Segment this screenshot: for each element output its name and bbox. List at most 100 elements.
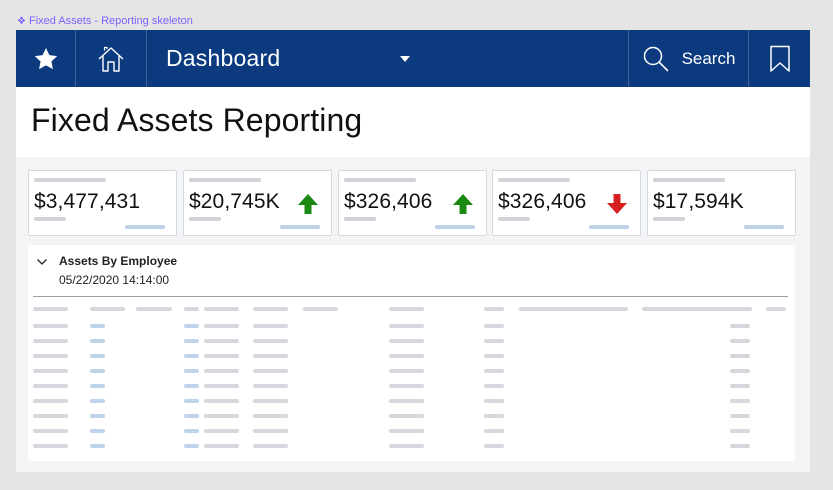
skeleton-line [484,414,504,418]
skeleton-line [484,429,504,433]
skeleton-line [90,354,105,358]
skeleton-line [484,444,504,448]
skeleton-line [253,429,288,433]
skeleton-line [730,399,750,403]
frame-label-text: Fixed Assets - Reporting skeleton [28,15,193,27]
skeleton-line [90,369,105,373]
caret-down-icon [400,56,410,62]
skeleton-line [253,369,288,373]
skeleton-line [498,217,530,221]
skeleton-line [303,307,338,311]
skeleton-line [519,307,628,311]
skeleton-line [389,444,424,448]
favorite-button[interactable] [16,30,75,87]
skeleton-line [90,429,105,433]
skeleton-line [184,354,199,358]
skeleton-line [33,384,68,388]
skeleton-line [90,444,105,448]
skeleton-line [253,384,288,388]
skeleton-line [90,307,125,311]
search-icon [643,46,668,71]
skeleton-line [189,178,261,182]
skeleton-line [253,414,288,418]
skeleton-line [90,339,105,343]
kpi-card[interactable]: $326,406 [492,170,641,236]
kpi-card[interactable]: $3,477,431 [28,170,177,236]
skeleton-line [204,354,239,358]
skeleton-line [33,429,68,433]
skeleton-line [33,307,68,311]
kpi-card[interactable]: $20,745K [183,170,332,236]
skeleton-line [484,324,504,328]
skeleton-line [730,429,750,433]
skeleton-line [498,178,570,182]
skeleton-line [184,307,199,311]
skeleton-line [653,217,685,221]
skeleton-line [204,324,239,328]
skeleton-line [730,384,750,388]
skeleton-line [33,369,68,373]
skeleton-line [90,414,105,418]
skeleton-line [435,225,475,229]
skeleton-line [204,384,239,388]
kpi-value: $326,406 [498,190,587,213]
dashboard-selector[interactable]: Dashboard [147,30,627,87]
skeleton-line [389,339,424,343]
skeleton-line [204,399,239,403]
skeleton-line [389,414,424,418]
skeleton-line [90,399,105,403]
skeleton-line [253,307,288,311]
assets-by-employee-panel: Assets By Employee 05/22/2020 14:14:00 [28,245,795,461]
skeleton-line [204,339,239,343]
skeleton-line [389,369,424,373]
home-button[interactable] [76,30,146,87]
divider [628,30,629,87]
skeleton-line [90,384,105,388]
skeleton-line [125,225,165,229]
bookmark-button[interactable] [749,30,810,87]
arrow-up-icon [298,194,318,214]
skeleton-line [184,414,199,418]
skeleton-line [184,369,199,373]
skeleton-line [744,225,784,229]
kpi-value: $20,745K [189,190,280,213]
chevron-down-icon[interactable] [36,256,48,268]
skeleton-line [253,444,288,448]
skeleton-line [730,414,750,418]
kpi-card[interactable]: $326,406 [338,170,487,236]
app-frame: Dashboard Search Fixed Assets Reporting … [16,30,810,472]
bookmark-icon [769,45,790,72]
skeleton-line [730,444,750,448]
page-header: Fixed Assets Reporting [16,87,810,157]
skeleton-line [33,399,68,403]
skeleton-line [33,444,68,448]
kpi-value: $3,477,431 [34,190,141,213]
arrow-up-icon [453,194,473,214]
page-title: Fixed Assets Reporting [31,102,363,138]
skeleton-line [484,354,504,358]
skeleton-line [204,307,239,311]
kpi-value: $326,406 [344,190,433,213]
skeleton-line [253,339,288,343]
panel-timestamp: 05/22/2020 14:14:00 [59,273,170,287]
skeleton-line [184,384,199,388]
kpi-card[interactable]: $17,594K [647,170,796,236]
kpi-value: $17,594K [653,190,744,213]
star-icon [34,47,57,69]
skeleton-line [33,324,68,328]
skeleton-line [730,339,750,343]
skeleton-line [33,354,68,358]
skeleton-line [389,399,424,403]
skeleton-line [136,307,172,311]
skeleton-line [484,307,504,311]
skeleton-line [389,324,424,328]
divider [146,30,147,87]
skeleton-line [253,399,288,403]
skeleton-line [253,354,288,358]
skeleton-line [484,399,504,403]
search-button[interactable]: Search [629,30,748,87]
skeleton-line [389,307,424,311]
panel-title: Assets By Employee [59,254,178,268]
skeleton-line [730,369,750,373]
skeleton-line [204,429,239,433]
